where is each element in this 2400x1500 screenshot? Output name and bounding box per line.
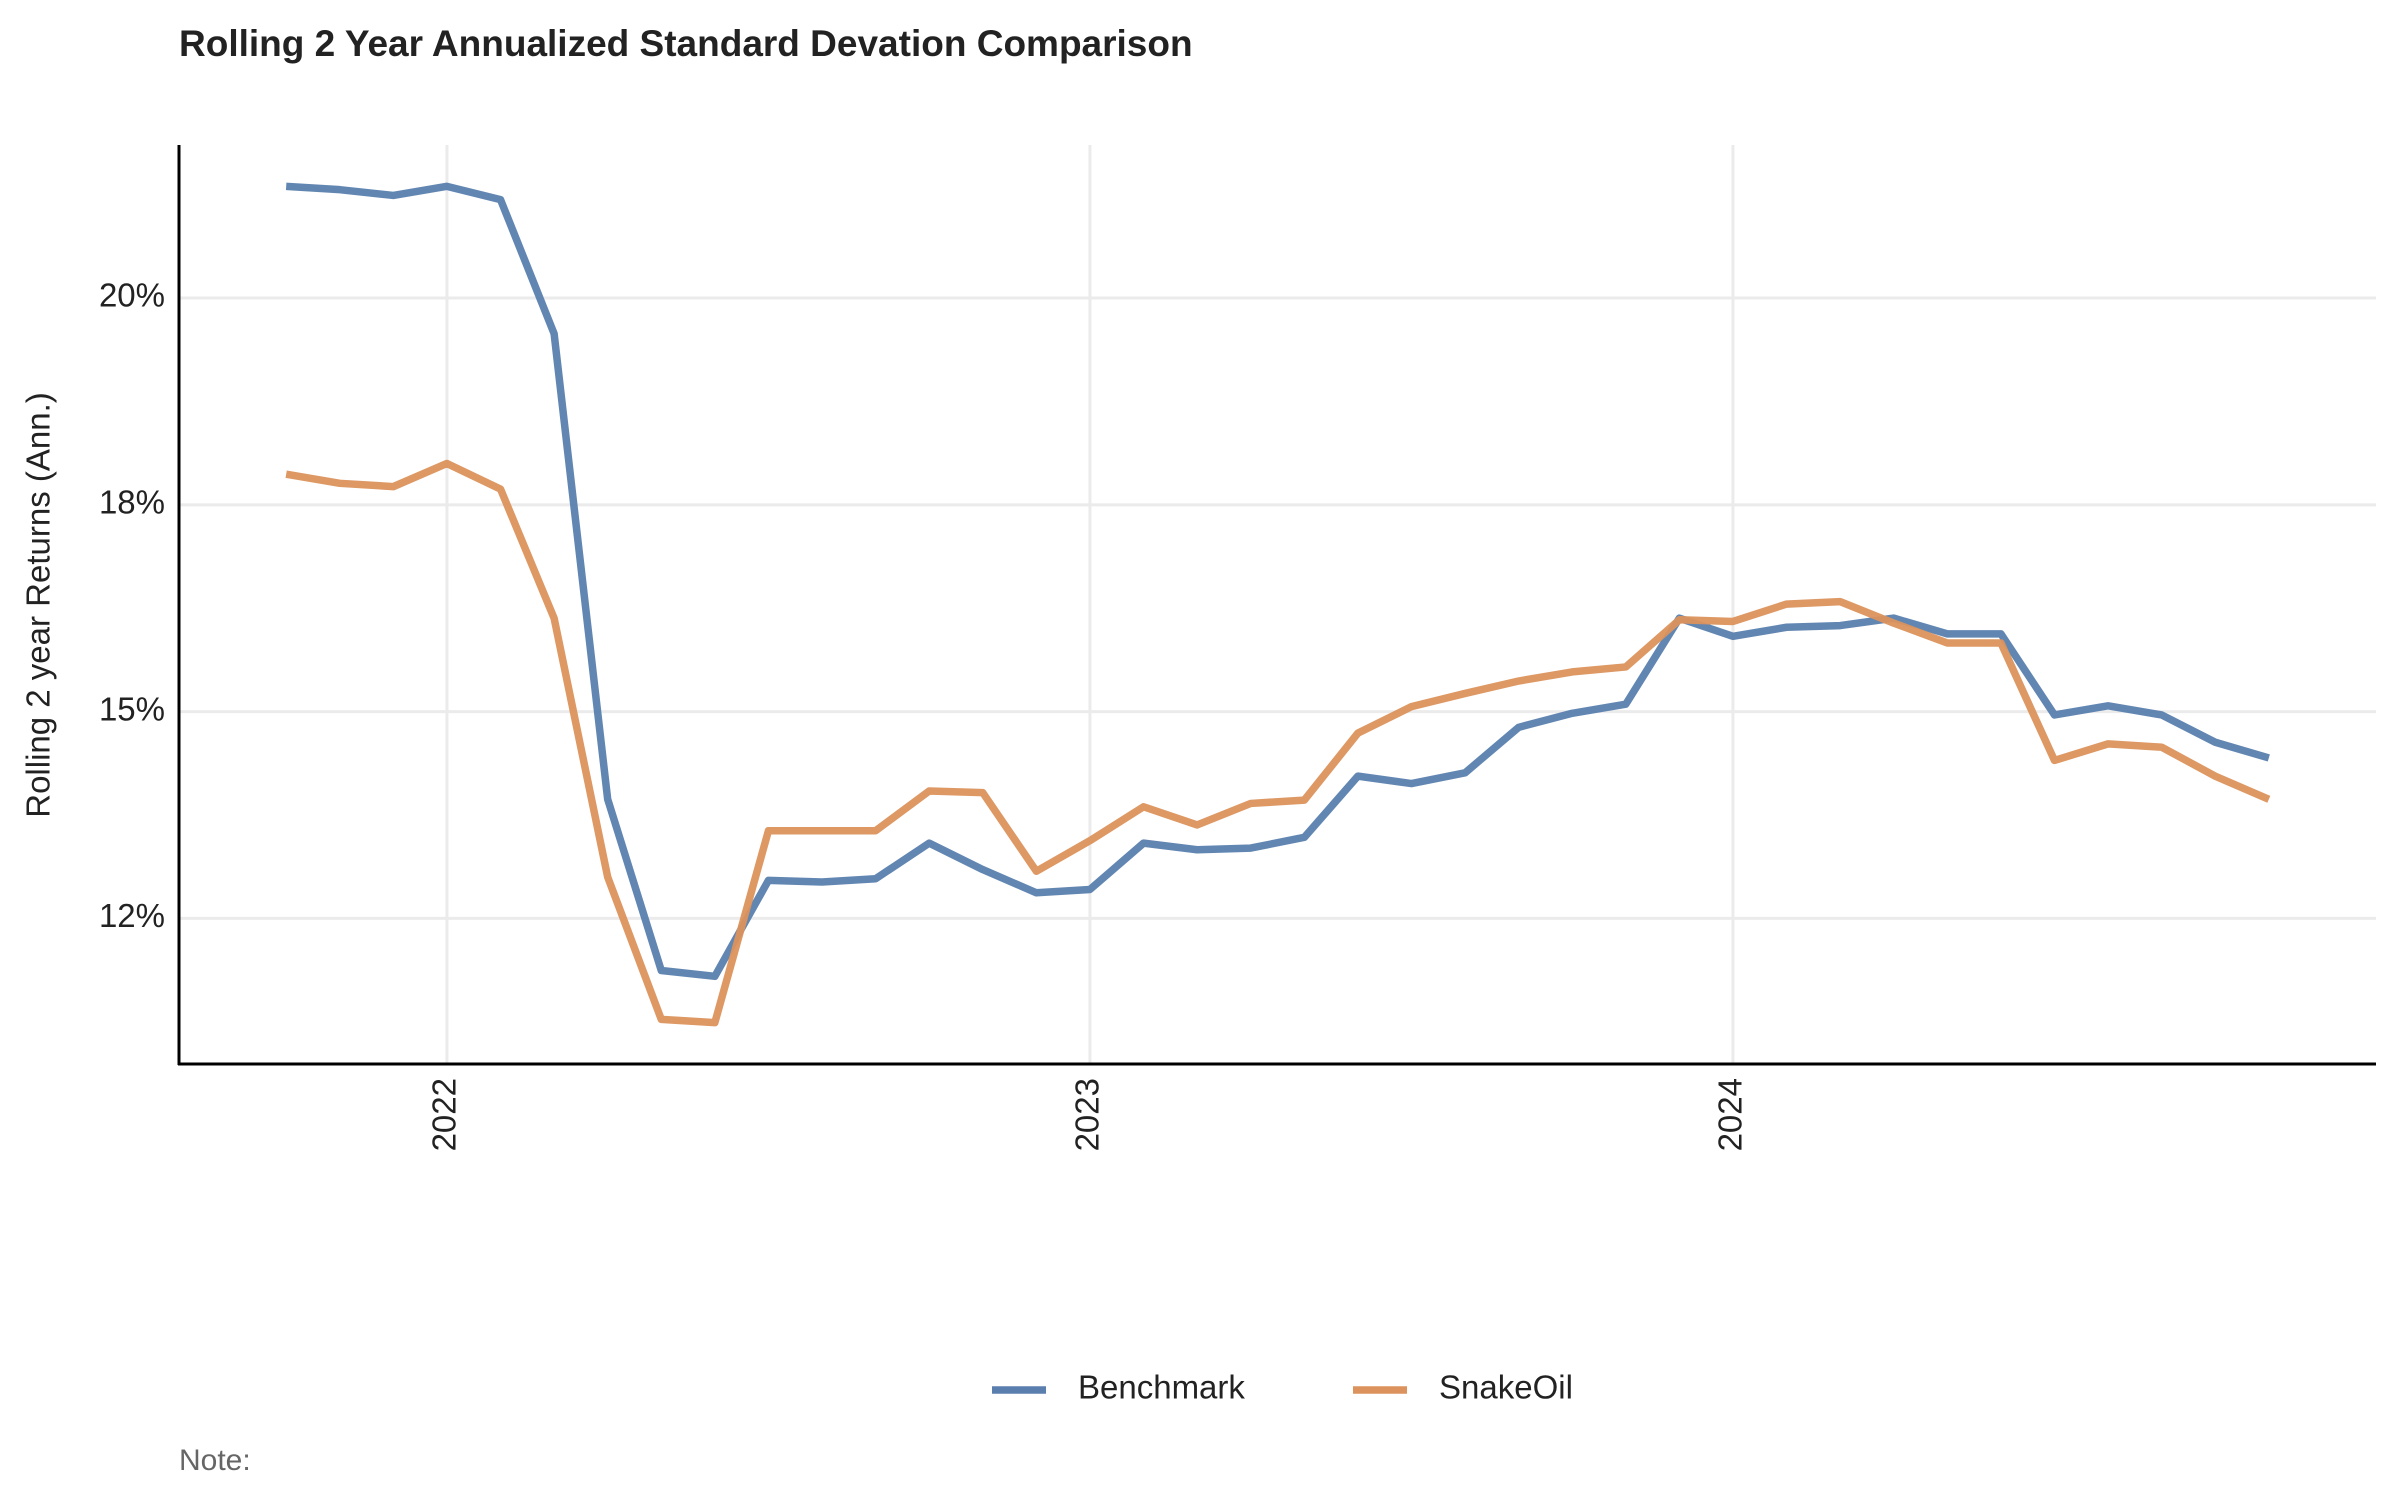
series-line	[285, 182, 2270, 981]
y-tick-label: 18%	[99, 484, 165, 521]
y-axis-title: Rolling 2 year Returns (Ann.)	[20, 392, 57, 818]
x-tick-label: 2022	[426, 1078, 463, 1151]
x-tick-label: 2023	[1069, 1078, 1106, 1151]
x-tick-label: 2024	[1712, 1078, 1749, 1151]
legend-label: SnakeOil	[1439, 1369, 1573, 1406]
note: Note:	[179, 1444, 251, 1477]
series-line	[285, 459, 2271, 1027]
y-tick-label: 12%	[99, 897, 165, 934]
legend-label: Benchmark	[1078, 1369, 1245, 1406]
y-tick-label: 20%	[99, 277, 165, 314]
y-tick-label: 15%	[99, 690, 165, 727]
chart-title: Rolling 2 Year Annualized Standard Devat…	[179, 23, 1193, 64]
